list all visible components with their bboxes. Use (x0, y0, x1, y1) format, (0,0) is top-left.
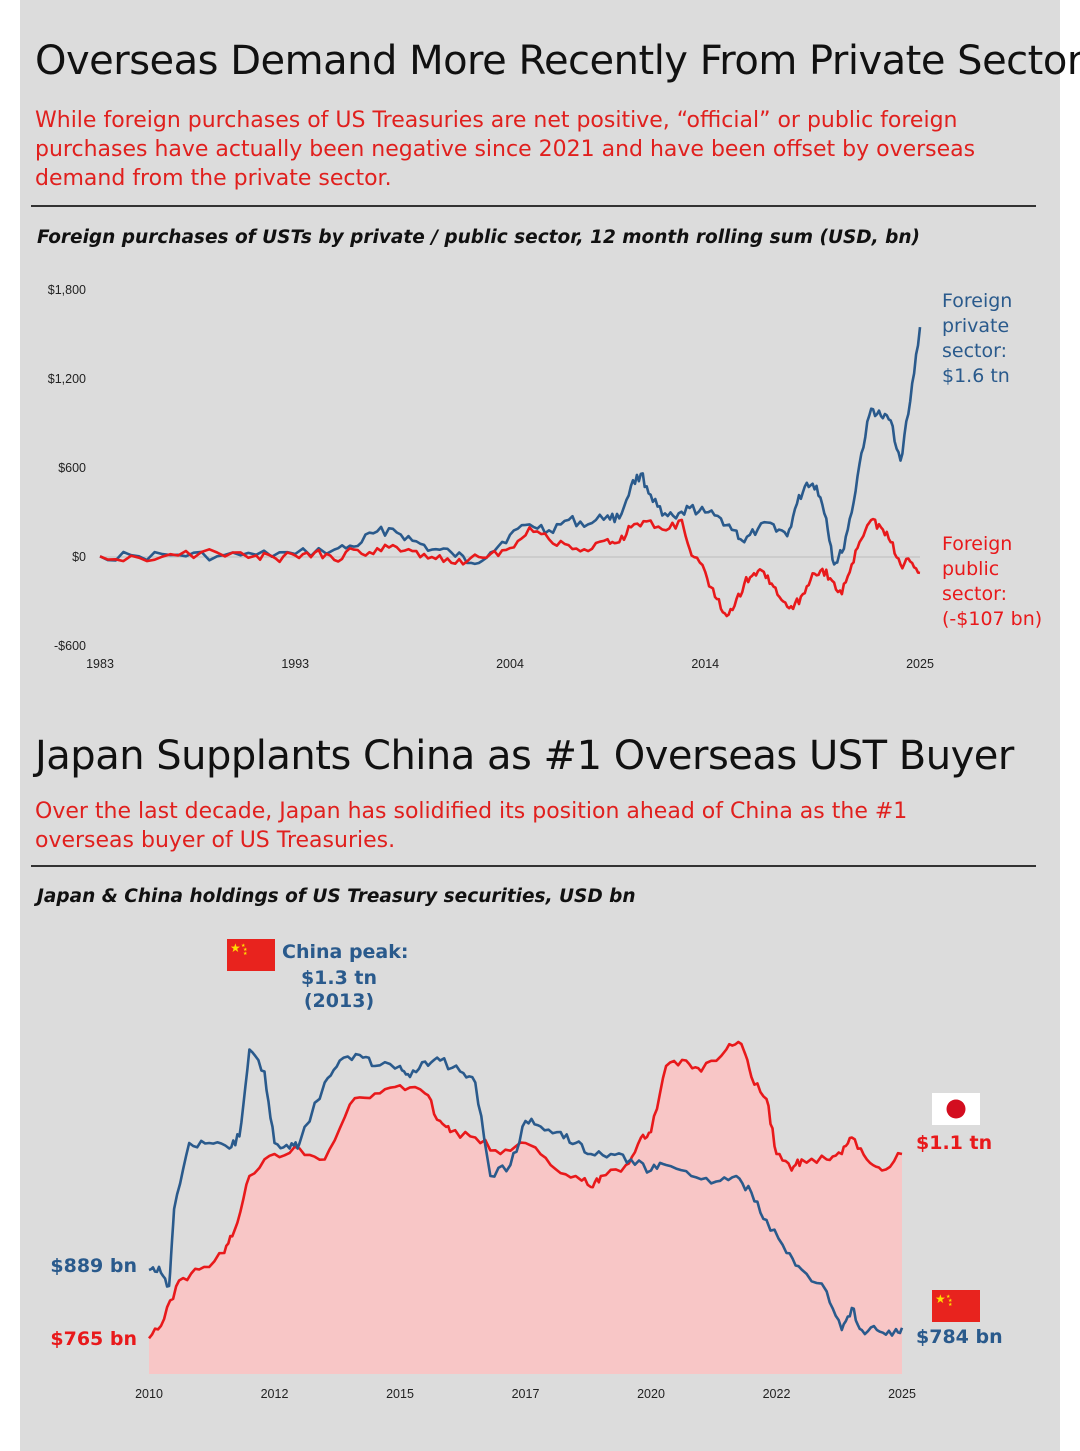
x-tick-label: 2012 (261, 1387, 289, 1401)
y-tick-label: -$600 (54, 639, 86, 653)
infographic-page: Overseas Demand More Recently From Priva… (20, 0, 1080, 1451)
section2-divider (31, 865, 1036, 867)
section2-subtitle: Over the last decade, Japan has solidifi… (35, 799, 908, 853)
china-peak-value: $1.3 tn (301, 967, 377, 989)
japan-area-fill (149, 1042, 902, 1374)
public-sector-line (99, 517, 921, 618)
private-sector-label: $1.6 tn (942, 365, 1010, 387)
chart2-title: Japan & China holdings of US Treasury se… (37, 886, 636, 907)
x-tick-label: 1983 (86, 657, 114, 671)
china-holdings-line (148, 1048, 904, 1337)
chart1-title: Foreign purchases of USTs by private / p… (37, 227, 920, 248)
china-peak-year: (2013) (304, 990, 374, 1012)
flag-star: ★ (243, 947, 248, 953)
x-tick-label: 2010 (135, 1387, 163, 1401)
flag-star: ★ (948, 1298, 953, 1304)
x-tick-label: 2022 (763, 1387, 791, 1401)
section2-title: Japan Supplants China as #1 Overseas UST… (35, 733, 1014, 779)
x-tick-label: 2004 (496, 657, 524, 671)
china-flag-icon: ★ ★★★ (932, 1290, 980, 1322)
japan-start-label: $765 bn (50, 1328, 137, 1350)
public-sector-label: public (942, 558, 999, 580)
flag-star: ★ (948, 1302, 953, 1308)
x-tick-label: 1993 (281, 657, 309, 671)
flag-star: ★ (230, 941, 241, 955)
flag-field (227, 939, 275, 971)
y-tick-label: $600 (58, 461, 86, 475)
japan-flag-icon (932, 1093, 980, 1125)
x-tick-label: 2025 (906, 657, 934, 671)
flag-field (932, 1290, 980, 1322)
china-peak-annotation: China peak: (282, 941, 409, 963)
japan-end-label: $1.1 tn (916, 1132, 992, 1154)
x-tick-label: 2020 (637, 1387, 665, 1401)
x-tick-label: 2025 (888, 1387, 916, 1401)
y-tick-label: $0 (72, 550, 86, 564)
y-tick-label: $1,800 (48, 283, 86, 297)
section1-title: Overseas Demand More Recently From Priva… (35, 38, 1080, 84)
chart2-plot: 2010 2012 2015 2017 2020 2022 2025 $889 bn $765 … (50, 939, 1003, 1401)
flag-sun (946, 1099, 966, 1119)
x-tick-label: 2014 (691, 657, 719, 671)
flag-star: ★ (946, 1294, 951, 1300)
china-start-label: $889 bn (50, 1255, 137, 1277)
x-tick-label: 2015 (386, 1387, 414, 1401)
section1-subtitle: While foreign purchases of US Treasuries… (35, 108, 976, 191)
flag-star: ★ (241, 943, 246, 949)
private-sector-line (99, 326, 922, 566)
y-tick-label: $1,200 (48, 372, 86, 386)
x-tick-label: 2017 (512, 1387, 540, 1401)
china-flag-icon: ★ ★★★ (227, 939, 275, 971)
japan-holdings-line (147, 1040, 903, 1340)
private-sector-label: sector: (942, 340, 1007, 362)
section1-divider (31, 205, 1036, 207)
public-sector-label: Foreign (942, 533, 1012, 555)
flag-star: ★ (243, 951, 248, 957)
public-sector-label: sector: (942, 583, 1007, 605)
private-sector-label: private (942, 315, 1009, 337)
private-sector-label: Foreign (942, 290, 1012, 312)
public-sector-label: (-$107 bn) (942, 608, 1042, 630)
china-end-label: $784 bn (916, 1326, 1003, 1348)
flag-star: ★ (935, 1292, 946, 1306)
